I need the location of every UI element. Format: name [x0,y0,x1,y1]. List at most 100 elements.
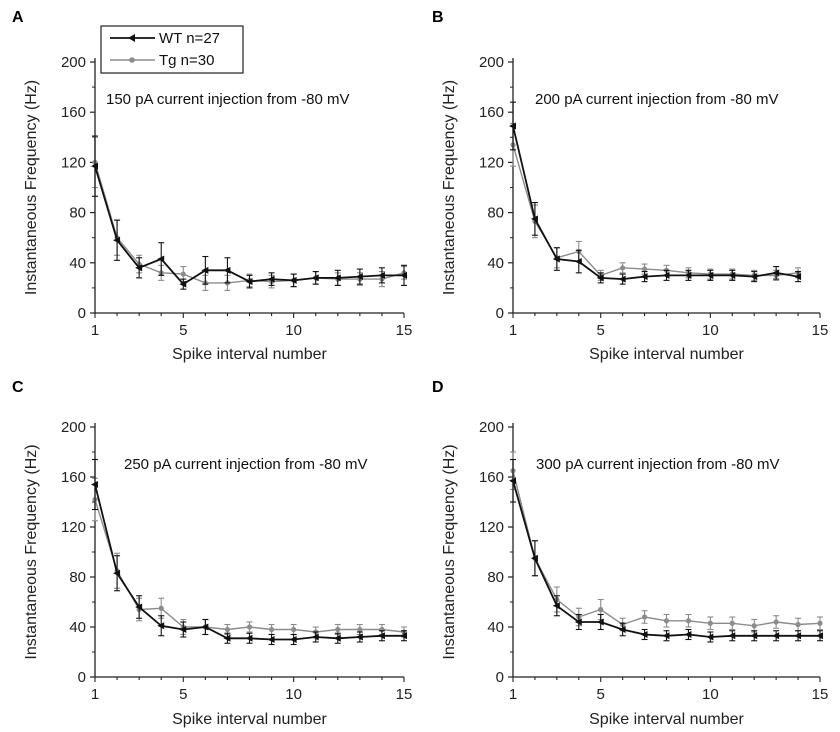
data-point [574,258,582,266]
data-point [552,255,560,263]
legend-box [100,25,244,74]
data-point [509,477,516,485]
y-tick-label: 0 [496,669,504,686]
data-point [311,633,319,641]
panel-letter: C [12,379,24,396]
y-tick-label: 80 [69,205,86,222]
data-point [113,236,121,244]
series-line [512,480,820,638]
data-point [773,619,779,625]
y-axis-label: Instantaneous Frequency (Hz) [441,80,458,295]
series-tg [510,451,823,633]
data-point [750,632,758,640]
data-point [400,632,407,640]
data-point [377,271,385,279]
series-wt [509,458,823,643]
data-point [530,215,538,223]
y-tick-label: 160 [479,469,504,486]
data-point [772,269,780,277]
data-point [684,631,692,638]
data-point [640,273,648,281]
data-point [707,620,713,626]
data-point [291,626,297,633]
x-tick-label: 5 [597,686,605,703]
data-point [267,275,275,283]
annotation-text: 300 pA current injection from -80 mV [536,456,779,473]
data-point [289,636,297,643]
series-line [512,125,799,281]
data-point [751,623,757,629]
data-point [223,266,231,274]
data-point [135,603,143,611]
data-point [530,554,538,562]
y-tick-label: 0 [496,305,504,322]
x-tick-label: 10 [702,322,719,339]
legend: WT n=27 Tg n=30 [100,25,244,74]
y-tick-label: 40 [487,619,504,636]
x-axis-label: Spike interval number [172,346,327,363]
x-tick-label: 15 [396,322,413,339]
data-point [201,266,209,274]
y-tick-label: 200 [61,419,86,436]
y-tick-label: 80 [487,205,504,222]
data-point [772,632,780,640]
data-point [357,626,363,633]
y-tick-label: 120 [479,154,504,171]
data-point [267,636,275,643]
data-point [377,632,385,640]
data-point [355,633,363,641]
x-axis-label: Spike interval number [589,711,744,728]
data-point [662,632,670,640]
x-axis-label: Spike interval number [589,346,744,363]
annotation-text: 250 pA current injection from -80 mV [124,456,367,473]
x-tick-label: 10 [702,686,719,703]
x-tick-label: 15 [812,686,829,703]
data-point [794,273,802,281]
legend-label: Tg n=30 [159,52,214,69]
x-tick-label: 5 [179,322,187,339]
x-tick-label: 1 [91,322,99,339]
data-point [400,271,407,279]
data-point [662,271,670,279]
data-point [684,271,692,279]
x-tick-label: 5 [597,322,605,339]
data-point [795,621,801,628]
data-point [663,618,670,624]
y-tick-label: 120 [479,519,504,536]
x-tick-label: 10 [285,322,302,339]
data-point [223,634,231,642]
data-point [180,271,186,277]
data-point [816,632,823,640]
y-tick-label: 200 [479,54,504,71]
series-line [512,144,799,277]
data-point [91,481,98,488]
data-point [333,634,341,642]
annotation-text: 200 pA current injection from -80 mV [535,91,778,108]
x-tick-label: 1 [509,686,517,703]
data-point [640,631,648,638]
y-tick-label: 40 [69,619,86,636]
y-axis-label: Instantaneous Frequency (Hz) [23,80,40,295]
series-tg [510,122,802,281]
y-tick-label: 120 [61,154,86,171]
data-point [246,624,253,630]
series-line [94,484,404,641]
data-point [596,274,604,282]
x-axis-label: Spike interval number [172,711,327,728]
series-wt [91,135,407,290]
data-point [552,602,560,610]
data-point [685,618,692,624]
data-point [509,122,516,130]
series-line [512,470,821,627]
data-point [179,280,187,288]
data-point [706,633,714,641]
data-point [245,278,253,286]
y-tick-label: 200 [61,54,86,71]
data-point [574,618,582,626]
x-tick-label: 15 [812,322,829,339]
data-point [728,271,736,279]
